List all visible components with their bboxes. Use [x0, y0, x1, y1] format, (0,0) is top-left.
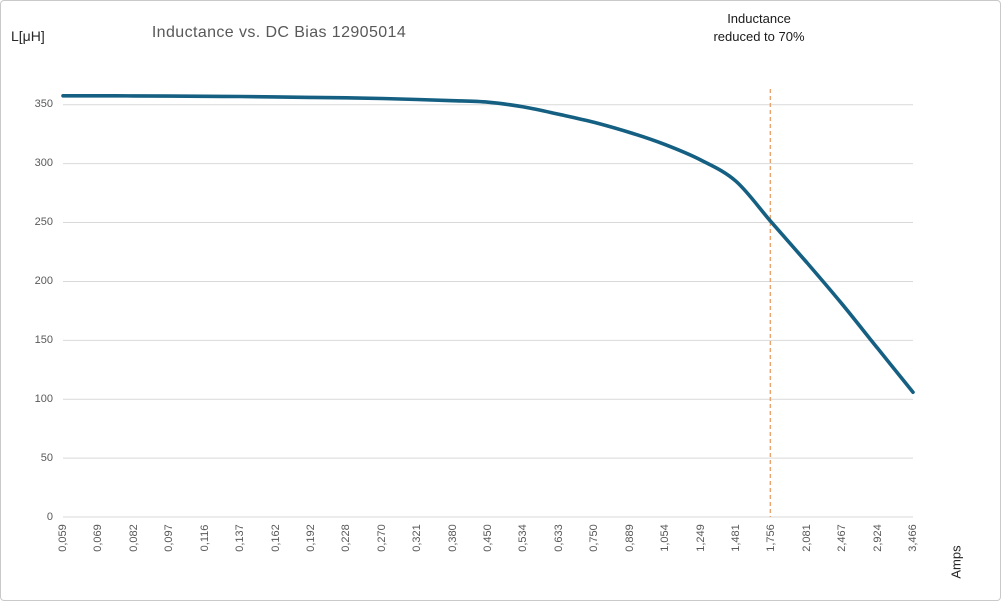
y-axis-unit-label: L[μH]	[11, 28, 45, 44]
annotation-line2: reduced to 70%	[713, 29, 805, 44]
annotation-inductance-70: Inductance reduced to 70%	[713, 10, 804, 46]
gridlines	[63, 104, 913, 518]
chart-title: Inductance vs. DC Bias 12905014	[151, 24, 407, 41]
inductance-line-series	[61, 93, 915, 394]
annotation-line1: Inductance	[727, 11, 791, 26]
x-axis-unit-label: Amps	[948, 545, 964, 579]
